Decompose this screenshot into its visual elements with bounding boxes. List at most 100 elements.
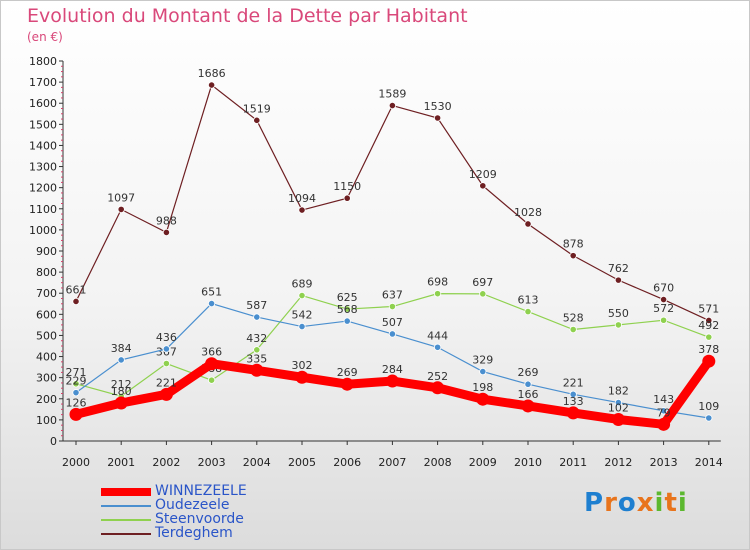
data-label: 625 [337, 291, 358, 304]
data-label: 571 [698, 302, 719, 315]
data-point [162, 359, 170, 368]
data-label: 572 [653, 302, 674, 315]
legend-swatch [101, 505, 151, 507]
data-point [614, 321, 623, 329]
data-point [433, 114, 442, 122]
y-tick-label: 500 [36, 329, 57, 342]
data-label: 432 [246, 332, 267, 345]
data-point [569, 252, 577, 260]
chart-title: Evolution du Montant de la Dette par Hab… [27, 5, 468, 27]
data-label: 102 [608, 401, 629, 414]
data-label: 1530 [424, 100, 452, 113]
data-label: 507 [382, 316, 403, 329]
data-point [343, 317, 351, 325]
data-point [253, 346, 261, 354]
data-label: 651 [201, 286, 222, 299]
data-point [659, 316, 668, 324]
y-tick-label: 200 [36, 393, 57, 406]
data-label: 1094 [288, 192, 316, 205]
data-label: 670 [653, 282, 674, 295]
data-point [521, 399, 535, 413]
data-label: 1150 [333, 180, 361, 193]
y-tick-label: 1400 [29, 139, 57, 152]
data-point [524, 380, 532, 388]
data-point [298, 291, 306, 300]
data-point [72, 380, 80, 388]
data-point [162, 345, 170, 353]
data-point [253, 313, 261, 321]
x-tick-label: 2012 [604, 456, 632, 469]
data-point [433, 290, 442, 298]
legend-item-winnezeele: WINNEZEELE [101, 483, 301, 499]
legend-label: Steenvoorde [155, 511, 244, 527]
y-tick-label: 0 [50, 435, 57, 448]
data-label: 269 [337, 366, 358, 379]
data-point [114, 396, 128, 410]
data-point [72, 297, 80, 306]
data-label: 436 [156, 331, 177, 344]
data-label: 329 [472, 354, 493, 367]
data-label: 1519 [243, 102, 271, 115]
x-tick-label: 2007 [378, 456, 406, 469]
data-label: 182 [608, 385, 629, 398]
x-tick-label: 2014 [695, 456, 723, 469]
x-tick-label: 2000 [62, 456, 90, 469]
data-point [298, 206, 306, 214]
data-point [659, 407, 668, 415]
data-point [569, 325, 577, 334]
x-tick-label: 2004 [243, 456, 271, 469]
legend-item-steenvoorde: Steenvoorde [101, 511, 301, 527]
data-point [479, 367, 487, 376]
y-tick-label: 300 [36, 372, 57, 385]
legend-swatch [101, 488, 151, 496]
data-label: 221 [563, 376, 584, 389]
y-tick-label: 1700 [29, 76, 57, 89]
data-label: 109 [698, 400, 719, 413]
x-tick-label: 2009 [469, 456, 497, 469]
proxiti-logo: Proxiti [584, 488, 688, 518]
x-tick-label: 2001 [107, 456, 135, 469]
legend-swatch [101, 533, 151, 535]
data-label: 284 [382, 363, 403, 376]
data-label: 366 [201, 346, 222, 359]
data-point [205, 357, 219, 371]
data-label: 212 [111, 378, 132, 391]
series-line [75, 84, 710, 322]
data-label: 143 [653, 393, 674, 406]
legend-swatch [101, 519, 151, 521]
y-tick-label: 1500 [29, 118, 57, 131]
y-tick-label: 600 [36, 308, 57, 321]
data-point [657, 417, 671, 431]
x-tick-label: 2011 [559, 456, 587, 469]
y-tick-label: 1000 [29, 224, 57, 237]
data-label: 378 [698, 343, 719, 356]
data-point [388, 330, 396, 338]
data-label: 269 [518, 366, 539, 379]
data-point [298, 322, 306, 331]
legend-label: WINNEZEELE [155, 483, 247, 499]
data-label: 528 [563, 312, 584, 325]
data-label: 613 [518, 294, 539, 307]
data-point [614, 398, 623, 407]
data-label: 542 [292, 309, 313, 322]
data-point [611, 412, 625, 426]
data-label: 221 [156, 376, 177, 389]
data-label: 661 [66, 283, 87, 296]
data-point [208, 376, 216, 384]
y-tick-label: 1600 [29, 97, 57, 110]
legend-item-oudezeele: Oudezeele [101, 497, 301, 513]
data-point [253, 116, 261, 124]
data-point [340, 377, 354, 391]
data-label: 492 [698, 319, 719, 332]
data-label: 1589 [378, 88, 406, 101]
data-label: 271 [66, 366, 87, 379]
data-point [705, 414, 713, 422]
y-tick-label: 800 [36, 266, 57, 279]
data-point [117, 356, 125, 364]
data-point [72, 389, 80, 397]
legend-label: Terdeghem [155, 525, 233, 541]
line-chart: 0 100 200 300 400 500 600 700 800 900 1000 1100 1200… [29, 55, 723, 469]
data-point [162, 228, 170, 237]
data-point [659, 295, 668, 304]
